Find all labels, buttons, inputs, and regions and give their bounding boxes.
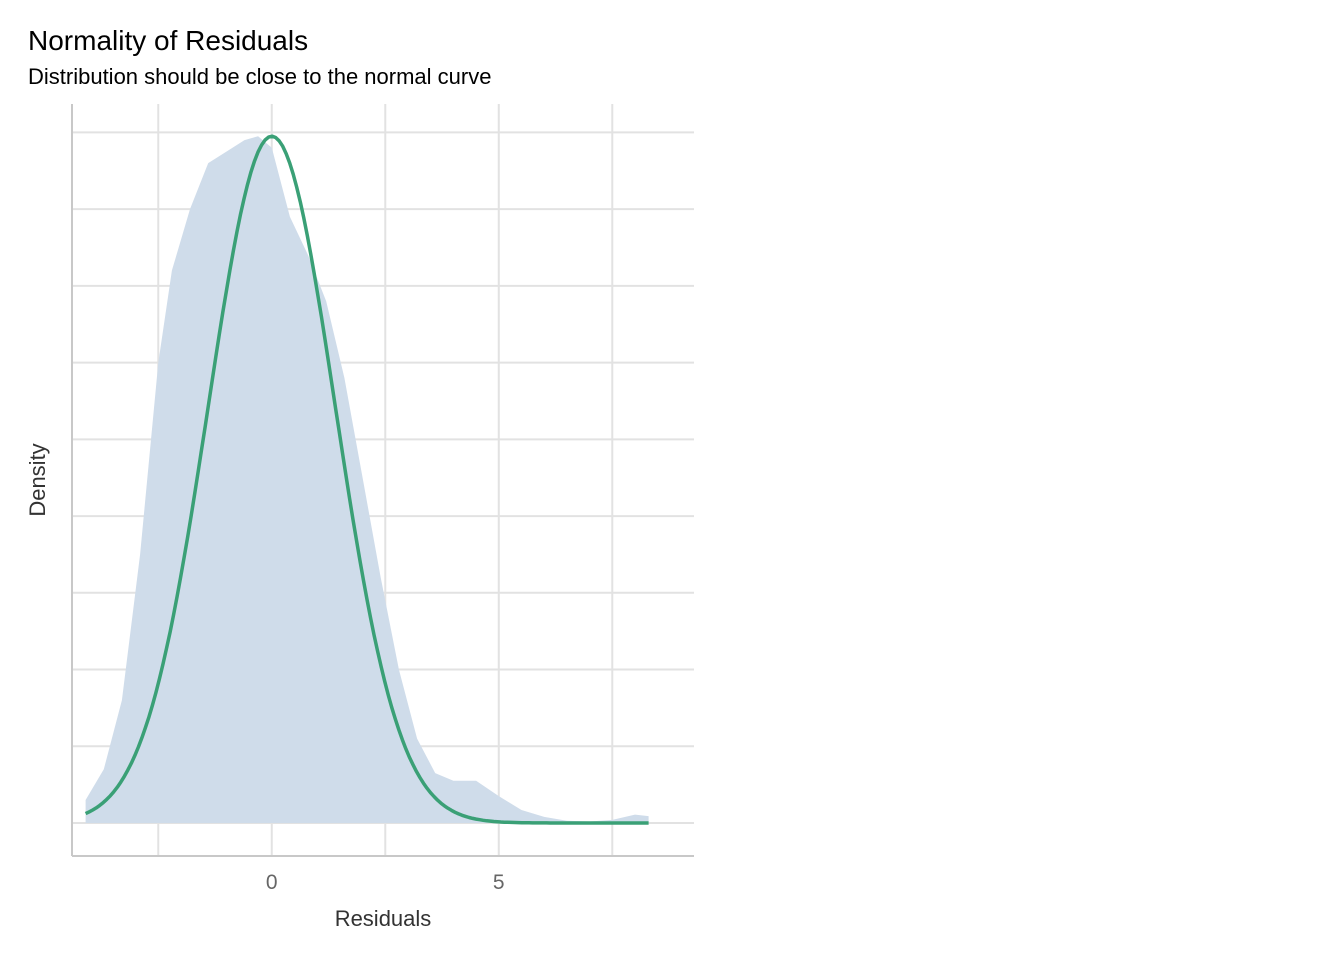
series [84, 134, 649, 825]
x-tick-label-5: 5 [493, 871, 505, 894]
x-axis-title: Residuals [335, 906, 432, 931]
chart-subtitle: Distribution should be close to the norm… [28, 64, 491, 89]
normal-curve-line [84, 134, 649, 825]
axes [71, 104, 694, 857]
chart-title: Normality of Residuals [28, 25, 308, 56]
x-tick-label-0: 0 [266, 871, 278, 894]
y-axis-title: Density [25, 443, 50, 516]
residual-density-area [85, 136, 649, 823]
